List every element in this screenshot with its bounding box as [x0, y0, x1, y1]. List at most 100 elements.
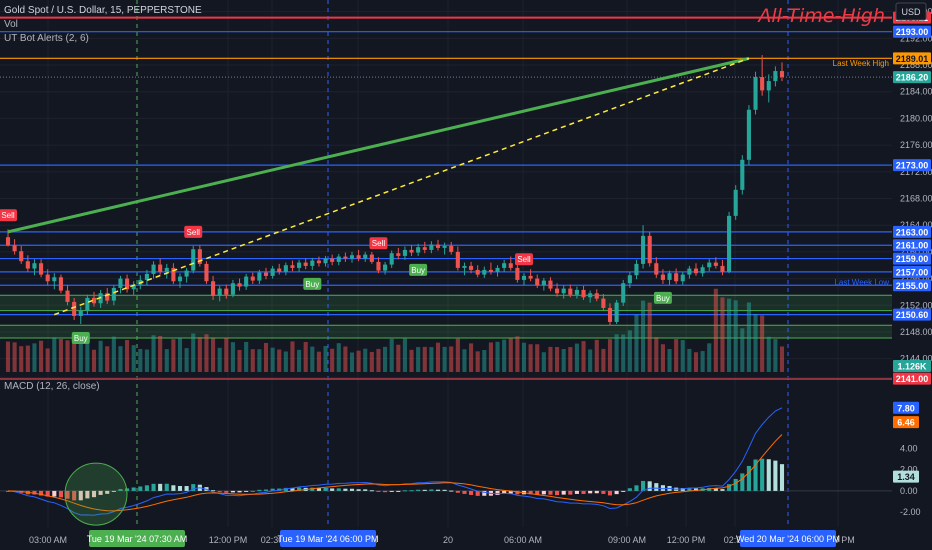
volume-bar — [707, 343, 712, 372]
symbol-title: Gold Spot / U.S. Dollar, 15, PEPPERSTONE — [4, 5, 202, 16]
trendlines[interactable] — [7, 56, 750, 316]
candle — [257, 272, 262, 281]
volume-bar — [621, 334, 626, 372]
macd-histogram-bar — [191, 484, 196, 491]
volume-bar — [237, 349, 242, 372]
signal-badge — [184, 225, 203, 238]
time-highlight-label: Tue 19 Mar '24 06:00 PM — [278, 534, 379, 544]
candle — [607, 307, 613, 322]
signal-label: Sell — [517, 255, 531, 264]
candle — [574, 289, 579, 295]
candle — [727, 215, 732, 272]
volume-bar — [495, 341, 500, 372]
macd-histogram-bar — [237, 490, 242, 493]
candle — [634, 263, 639, 276]
candle — [760, 77, 765, 91]
currency-label: USD — [901, 7, 921, 17]
candle — [429, 244, 434, 250]
price-tag — [893, 159, 931, 172]
macd-histogram-bar — [574, 490, 579, 494]
macd-histogram-bar — [263, 489, 269, 491]
price-tick: 2164.00 — [900, 220, 932, 230]
macd-histogram-bar — [151, 483, 156, 491]
currency-button[interactable] — [895, 2, 927, 21]
volume-bar — [45, 348, 50, 372]
candle — [733, 189, 738, 216]
candle — [402, 249, 407, 256]
price-tag — [893, 308, 931, 321]
macd-histogram-bar — [85, 490, 90, 499]
time-tick: 02:30 — [261, 535, 284, 545]
volume-bar — [528, 344, 533, 372]
signal-labels: Sell Buy Sell Buy Sell Buy Sell Buy — [0, 209, 672, 344]
candle — [363, 254, 368, 259]
volume-bar — [422, 346, 427, 372]
volume-tag-label: 1.126K — [897, 362, 927, 372]
candle — [204, 263, 209, 282]
candle — [5, 237, 11, 246]
volume-bar — [429, 347, 434, 372]
macd-histogram-bar — [760, 458, 765, 491]
volume-bar — [455, 338, 460, 372]
candle — [442, 245, 447, 248]
candle — [349, 255, 355, 259]
volume-bar — [435, 342, 441, 372]
volume-bar — [693, 352, 699, 372]
candle — [164, 267, 169, 272]
trendline — [54, 57, 750, 316]
candle — [230, 283, 235, 295]
time-axis[interactable] — [0, 527, 892, 550]
volume-bar — [647, 302, 652, 372]
macd-histogram-bar — [91, 490, 97, 498]
time-highlight — [280, 530, 376, 547]
macd-histogram-bar — [409, 490, 414, 492]
candle — [647, 235, 652, 264]
macd-histogram-bar — [144, 485, 149, 491]
time-tick: 09:00 AM — [608, 535, 646, 545]
candle — [482, 269, 487, 275]
volume-bar — [713, 288, 718, 372]
time-tick: 20 — [443, 535, 453, 545]
volume-bar — [125, 339, 130, 372]
macd-histogram-bar — [72, 490, 77, 501]
time-highlight — [89, 530, 185, 547]
price-tick: 2176.00 — [900, 140, 932, 150]
price-tick: 2192.00 — [900, 33, 932, 43]
macd-histogram-bar — [184, 486, 189, 491]
volume-bar — [211, 338, 216, 372]
macd-histogram-bar — [482, 490, 487, 496]
macd-histogram-bar — [171, 485, 176, 491]
macd-histogram-bar — [535, 490, 540, 495]
macd-histogram-bar — [475, 490, 480, 496]
volume-bar — [746, 302, 751, 372]
macd-histogram-bar — [389, 490, 394, 492]
time-tick: 02:30 — [724, 535, 747, 545]
candle — [508, 263, 513, 268]
macd-tag-label: 6.46 — [897, 418, 915, 428]
candle — [495, 267, 500, 272]
signal-label: Sell — [1, 211, 15, 220]
volume-bar — [303, 342, 308, 372]
macd-histogram-bar — [363, 489, 368, 491]
candle — [541, 280, 546, 286]
macd-histogram-bar — [568, 490, 573, 495]
macd-histogram-bar — [369, 490, 374, 492]
macd-histogram-bar — [607, 490, 613, 496]
candle — [25, 261, 30, 269]
candle — [270, 268, 275, 276]
macd-histogram-bar — [211, 490, 216, 492]
volume-bar — [118, 346, 123, 372]
macd-histogram-bar — [323, 487, 328, 491]
volume-bar — [98, 340, 103, 372]
volume-bar — [25, 345, 30, 372]
macd-histogram-bar — [515, 490, 520, 495]
candle — [475, 269, 480, 275]
candle — [680, 274, 685, 282]
price-tick: 2144.00 — [900, 354, 932, 364]
candle — [488, 269, 493, 272]
macd-histogram-bar — [528, 490, 533, 495]
candle — [409, 249, 414, 253]
macd-histogram-bar — [581, 490, 586, 494]
volume-bar — [39, 340, 44, 372]
